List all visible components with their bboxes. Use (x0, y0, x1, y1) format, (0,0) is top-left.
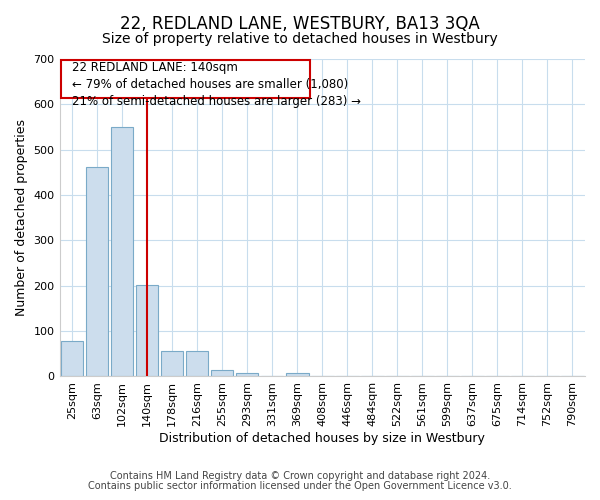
Y-axis label: Number of detached properties: Number of detached properties (15, 119, 28, 316)
Bar (61, 341, 83, 376)
Bar (111, 126, 133, 376)
Text: Contains public sector information licensed under the Open Government Licence v3: Contains public sector information licen… (88, 481, 512, 491)
Bar (286, 373, 308, 376)
Bar (86, 167, 109, 376)
FancyBboxPatch shape (61, 60, 310, 98)
Text: 22, REDLAND LANE, WESTBURY, BA13 3QA: 22, REDLAND LANE, WESTBURY, BA13 3QA (120, 15, 480, 33)
Bar (236, 373, 259, 376)
Bar (186, 350, 208, 376)
Bar (161, 350, 184, 376)
Text: Contains HM Land Registry data © Crown copyright and database right 2024.: Contains HM Land Registry data © Crown c… (110, 471, 490, 481)
Text: 22 REDLAND LANE: 140sqm
← 79% of detached houses are smaller (1,080)
21% of semi: 22 REDLAND LANE: 140sqm ← 79% of detache… (72, 61, 361, 108)
Bar (211, 370, 233, 376)
Bar (136, 285, 158, 376)
Text: Size of property relative to detached houses in Westbury: Size of property relative to detached ho… (102, 32, 498, 46)
X-axis label: Distribution of detached houses by size in Westbury: Distribution of detached houses by size … (160, 432, 485, 445)
